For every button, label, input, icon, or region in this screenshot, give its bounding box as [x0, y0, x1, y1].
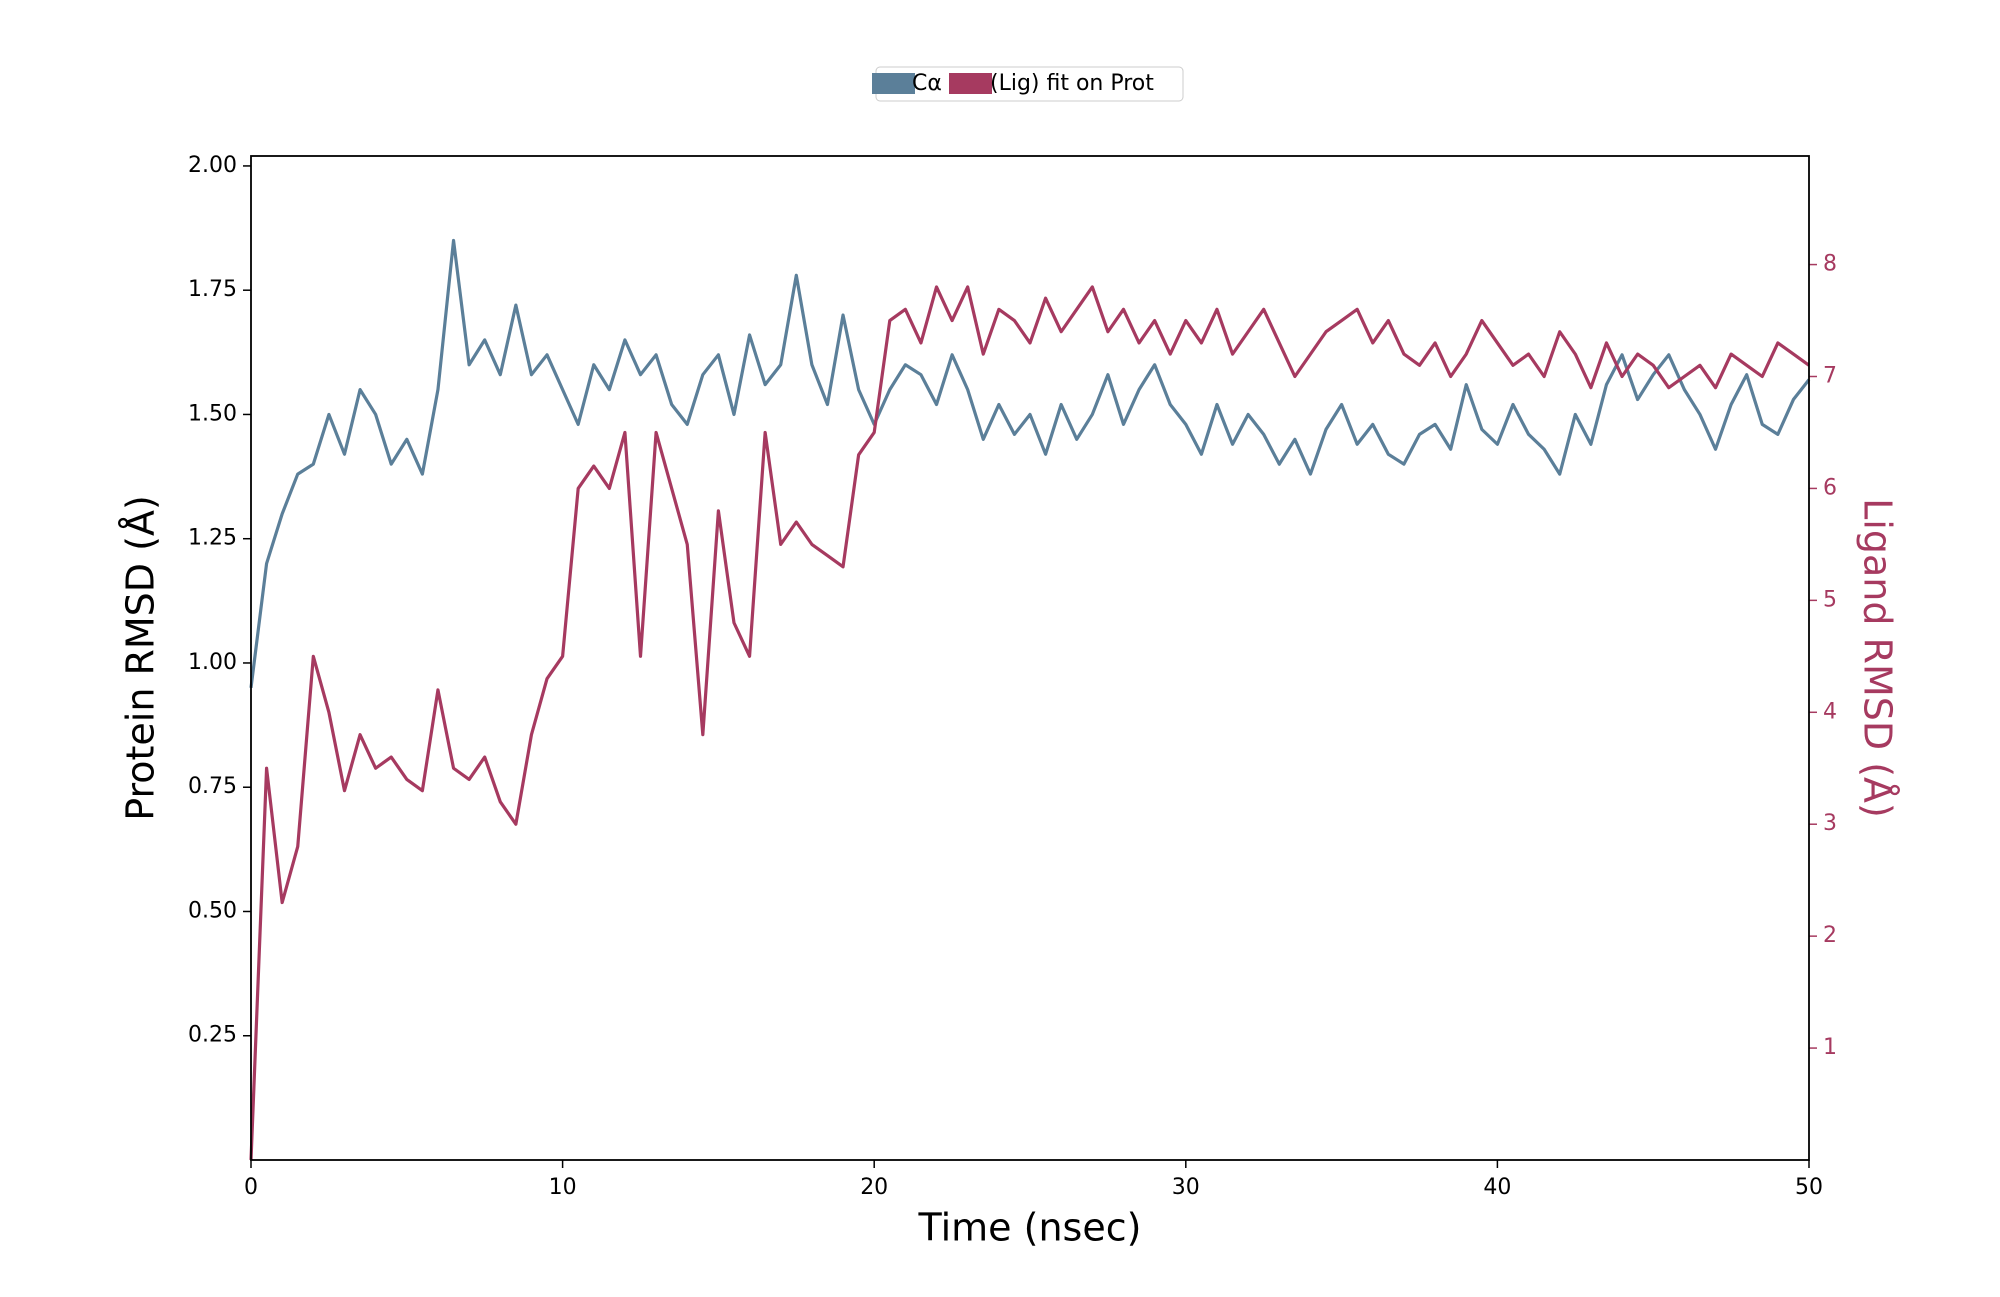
y2-tick-label: 3 — [1823, 811, 1837, 836]
y-tick-label: 0.50 — [188, 898, 237, 923]
y-tick-label: 0.25 — [188, 1023, 237, 1048]
y2-tick-label: 8 — [1823, 252, 1837, 277]
legend-swatch — [949, 73, 992, 94]
y-tick-label: 2.00 — [188, 153, 237, 178]
y-tick-label: 1.75 — [188, 277, 237, 302]
x-axis-label: Time (nsec) — [918, 1206, 1142, 1250]
y2-tick-label: 4 — [1823, 699, 1837, 724]
x-tick-label: 20 — [860, 1175, 888, 1200]
legend-label: (Lig) fit on Prot — [990, 71, 1154, 96]
y-tick-label: 0.75 — [188, 774, 237, 799]
y2-tick-label: 2 — [1823, 923, 1837, 948]
series-line — [249, 285, 1810, 1161]
legend: Cα (Lig) fit on Prot — [872, 66, 1184, 102]
x-tick-label: 30 — [1172, 1175, 1200, 1200]
series-line — [249, 238, 1811, 689]
y-tick-label: 1.50 — [188, 401, 237, 426]
x-tick-label: 50 — [1795, 1175, 1823, 1200]
x-tick-label: 0 — [244, 1175, 258, 1200]
legend-label: Cα — [912, 71, 942, 96]
y-tick-label: 1.25 — [188, 526, 237, 551]
y2-tick-label: 5 — [1823, 587, 1837, 612]
x-tick-label: 40 — [1483, 1175, 1511, 1200]
y2-tick-label: 7 — [1823, 363, 1837, 388]
y2-tick-label: 1 — [1823, 1035, 1837, 1060]
plot-frame — [250, 155, 1810, 1161]
x-tick-label: 10 — [549, 1175, 577, 1200]
y2-tick-label: 6 — [1823, 475, 1837, 500]
y2-axis-label: Ligand RMSD (Å) — [1856, 498, 1900, 818]
y-tick-label: 1.00 — [188, 650, 237, 675]
y-axis-label: Protein RMSD (Å) — [119, 495, 163, 821]
legend-swatch — [872, 73, 915, 94]
